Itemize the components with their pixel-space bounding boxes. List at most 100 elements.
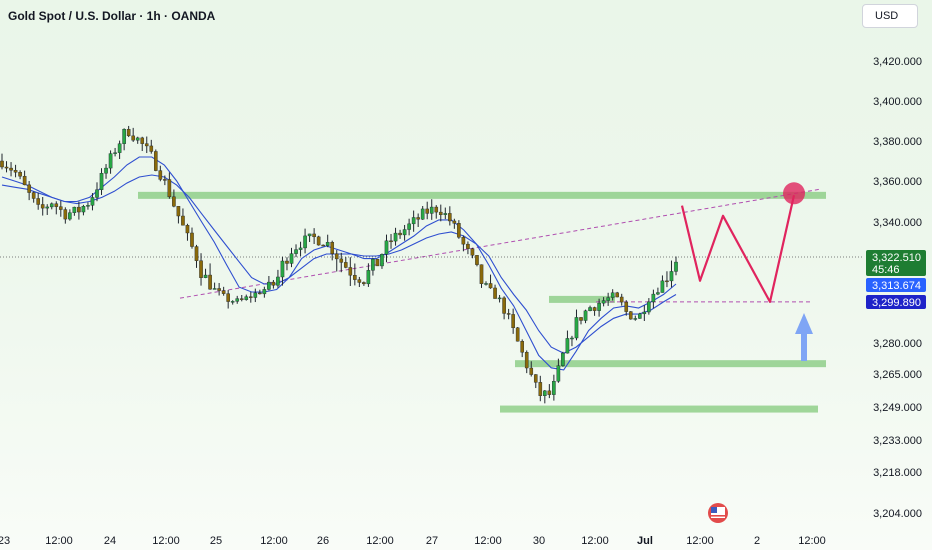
candle[interactable] — [267, 275, 271, 291]
support-resistance-zone[interactable] — [549, 295, 615, 303]
candle[interactable] — [244, 294, 249, 301]
candle[interactable] — [583, 309, 588, 324]
candle[interactable] — [479, 264, 484, 288]
candle[interactable] — [117, 140, 122, 160]
candle[interactable] — [235, 295, 240, 304]
candle[interactable] — [298, 241, 303, 257]
candle[interactable] — [167, 172, 172, 199]
candle[interactable] — [497, 294, 502, 303]
candle[interactable] — [181, 208, 185, 226]
candle[interactable] — [158, 165, 163, 182]
candle[interactable] — [248, 291, 253, 303]
candle[interactable] — [217, 283, 221, 296]
candle[interactable] — [407, 218, 411, 236]
candle[interactable] — [488, 274, 493, 289]
candle[interactable] — [570, 335, 574, 347]
candle[interactable] — [416, 213, 420, 227]
projection-path[interactable] — [680, 195, 796, 303]
candle[interactable] — [131, 127, 135, 142]
candle[interactable] — [36, 192, 40, 210]
price-label-badge[interactable] — [866, 295, 926, 309]
candle[interactable] — [366, 263, 371, 287]
candle[interactable] — [619, 293, 624, 306]
candle[interactable] — [461, 235, 466, 252]
candle[interactable] — [22, 170, 27, 186]
candle[interactable] — [343, 257, 348, 269]
candle[interactable] — [276, 269, 280, 288]
candle[interactable] — [81, 204, 86, 216]
candle[interactable] — [86, 202, 90, 210]
candle[interactable] — [68, 209, 72, 221]
candle[interactable] — [398, 229, 402, 239]
candle[interactable] — [601, 297, 606, 307]
candle[interactable] — [389, 233, 393, 249]
candle[interactable] — [615, 291, 619, 298]
candle[interactable] — [656, 287, 660, 296]
candle[interactable] — [104, 164, 108, 179]
candle[interactable] — [54, 201, 59, 215]
candle[interactable] — [258, 289, 262, 295]
currency-button[interactable]: USD — [862, 4, 918, 28]
candle[interactable] — [190, 227, 194, 249]
target-circle-marker[interactable] — [783, 182, 805, 205]
candle[interactable] — [466, 241, 470, 255]
candle[interactable] — [574, 309, 579, 341]
candle[interactable] — [592, 306, 597, 316]
candle[interactable] — [40, 197, 45, 216]
candle[interactable] — [362, 281, 366, 286]
candle[interactable] — [303, 228, 307, 254]
candle[interactable] — [438, 204, 443, 222]
candle[interactable] — [194, 244, 199, 268]
candle[interactable] — [651, 289, 656, 309]
candle[interactable] — [470, 247, 475, 259]
candle[interactable] — [529, 361, 534, 377]
candle[interactable] — [628, 311, 633, 320]
price-label-badge[interactable] — [866, 250, 926, 276]
candle[interactable] — [271, 280, 276, 289]
candle[interactable] — [226, 290, 230, 309]
us-flag-event-icon[interactable] — [708, 503, 728, 523]
candle[interactable] — [543, 389, 547, 404]
candle[interactable] — [552, 374, 556, 401]
candle[interactable] — [420, 205, 425, 220]
candle[interactable] — [176, 206, 181, 224]
candle[interactable] — [624, 300, 629, 316]
candle[interactable] — [665, 271, 669, 288]
candle[interactable] — [0, 153, 4, 170]
candle[interactable] — [384, 234, 389, 263]
candle[interactable] — [140, 136, 145, 152]
candle[interactable] — [77, 201, 81, 220]
candle[interactable] — [325, 234, 330, 248]
candle[interactable] — [285, 257, 289, 271]
candle[interactable] — [312, 228, 316, 245]
candle[interactable] — [4, 161, 9, 173]
candle[interactable] — [457, 220, 461, 239]
candle[interactable] — [443, 207, 448, 220]
price-label-badge[interactable] — [866, 278, 926, 292]
candle[interactable] — [515, 326, 520, 342]
candle[interactable] — [633, 315, 638, 321]
candle[interactable] — [90, 193, 95, 211]
candle[interactable] — [72, 206, 77, 216]
candle[interactable] — [99, 168, 104, 195]
candle[interactable] — [642, 305, 647, 322]
candle[interactable] — [280, 256, 285, 286]
candle[interactable] — [434, 205, 439, 219]
candle[interactable] — [45, 204, 50, 215]
candle[interactable] — [253, 288, 258, 303]
candle[interactable] — [588, 305, 592, 312]
candle[interactable] — [230, 300, 235, 305]
candle[interactable] — [289, 247, 294, 268]
candle[interactable] — [520, 339, 525, 358]
candle[interactable] — [239, 294, 244, 302]
candle[interactable] — [199, 253, 203, 286]
candle[interactable] — [9, 162, 13, 177]
candle[interactable] — [533, 374, 538, 389]
candle[interactable] — [339, 252, 344, 273]
candle[interactable] — [149, 139, 154, 154]
candle[interactable] — [59, 200, 63, 217]
candle[interactable] — [163, 175, 167, 186]
candle[interactable] — [95, 182, 99, 202]
candle[interactable] — [122, 128, 126, 151]
